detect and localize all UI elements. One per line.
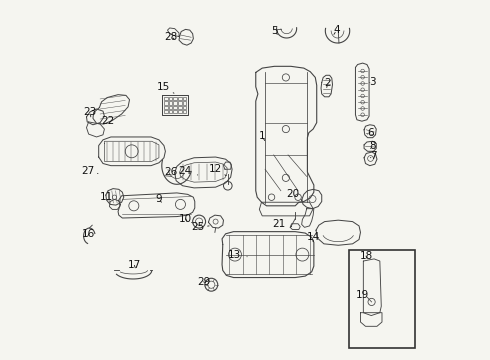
Text: 1: 1: [259, 131, 265, 141]
Text: 18: 18: [360, 251, 373, 261]
Text: 8: 8: [369, 141, 376, 151]
Text: 15: 15: [157, 82, 174, 93]
Text: 3: 3: [369, 77, 376, 87]
Bar: [173, 106, 177, 109]
Text: 27: 27: [81, 166, 98, 176]
Text: 17: 17: [128, 260, 141, 270]
Bar: [178, 106, 182, 109]
Bar: [169, 106, 172, 109]
Text: 28: 28: [164, 32, 177, 41]
Bar: [183, 110, 187, 113]
Text: 13: 13: [228, 250, 247, 260]
Bar: [169, 101, 172, 104]
Text: 29: 29: [197, 277, 210, 287]
Text: 25: 25: [192, 222, 209, 232]
Bar: [183, 101, 187, 104]
Text: 12: 12: [209, 164, 226, 176]
Text: 11: 11: [99, 192, 113, 202]
Bar: [164, 106, 168, 109]
Text: 10: 10: [179, 214, 192, 224]
Bar: [349, 250, 416, 348]
Text: 16: 16: [82, 229, 96, 239]
Text: 20: 20: [286, 189, 302, 200]
Text: 6: 6: [367, 128, 373, 138]
Bar: [169, 110, 172, 113]
Bar: [178, 97, 182, 100]
Text: 26: 26: [165, 167, 178, 177]
Text: 7: 7: [369, 150, 376, 161]
Bar: [173, 97, 177, 100]
Bar: [178, 101, 182, 104]
Bar: [173, 101, 177, 104]
Text: 2: 2: [324, 78, 331, 88]
Bar: [164, 97, 168, 100]
Text: 5: 5: [271, 26, 278, 36]
Bar: [173, 110, 177, 113]
Text: 4: 4: [333, 25, 340, 35]
Bar: [169, 97, 172, 100]
Text: 14: 14: [307, 232, 320, 242]
Text: 23: 23: [84, 107, 97, 117]
Bar: [164, 101, 168, 104]
Text: 24: 24: [179, 166, 197, 176]
Bar: [164, 110, 168, 113]
Bar: [183, 97, 187, 100]
Bar: [178, 110, 182, 113]
Text: 19: 19: [355, 291, 368, 301]
Text: 22: 22: [101, 116, 115, 126]
Text: 9: 9: [155, 194, 162, 204]
Text: 21: 21: [272, 219, 292, 229]
Bar: [183, 106, 187, 109]
